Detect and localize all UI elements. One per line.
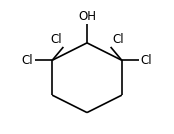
Text: Cl: Cl	[50, 33, 62, 46]
Text: Cl: Cl	[112, 33, 124, 46]
Text: Cl: Cl	[22, 54, 33, 67]
Text: Cl: Cl	[141, 54, 152, 67]
Text: OH: OH	[78, 10, 96, 23]
